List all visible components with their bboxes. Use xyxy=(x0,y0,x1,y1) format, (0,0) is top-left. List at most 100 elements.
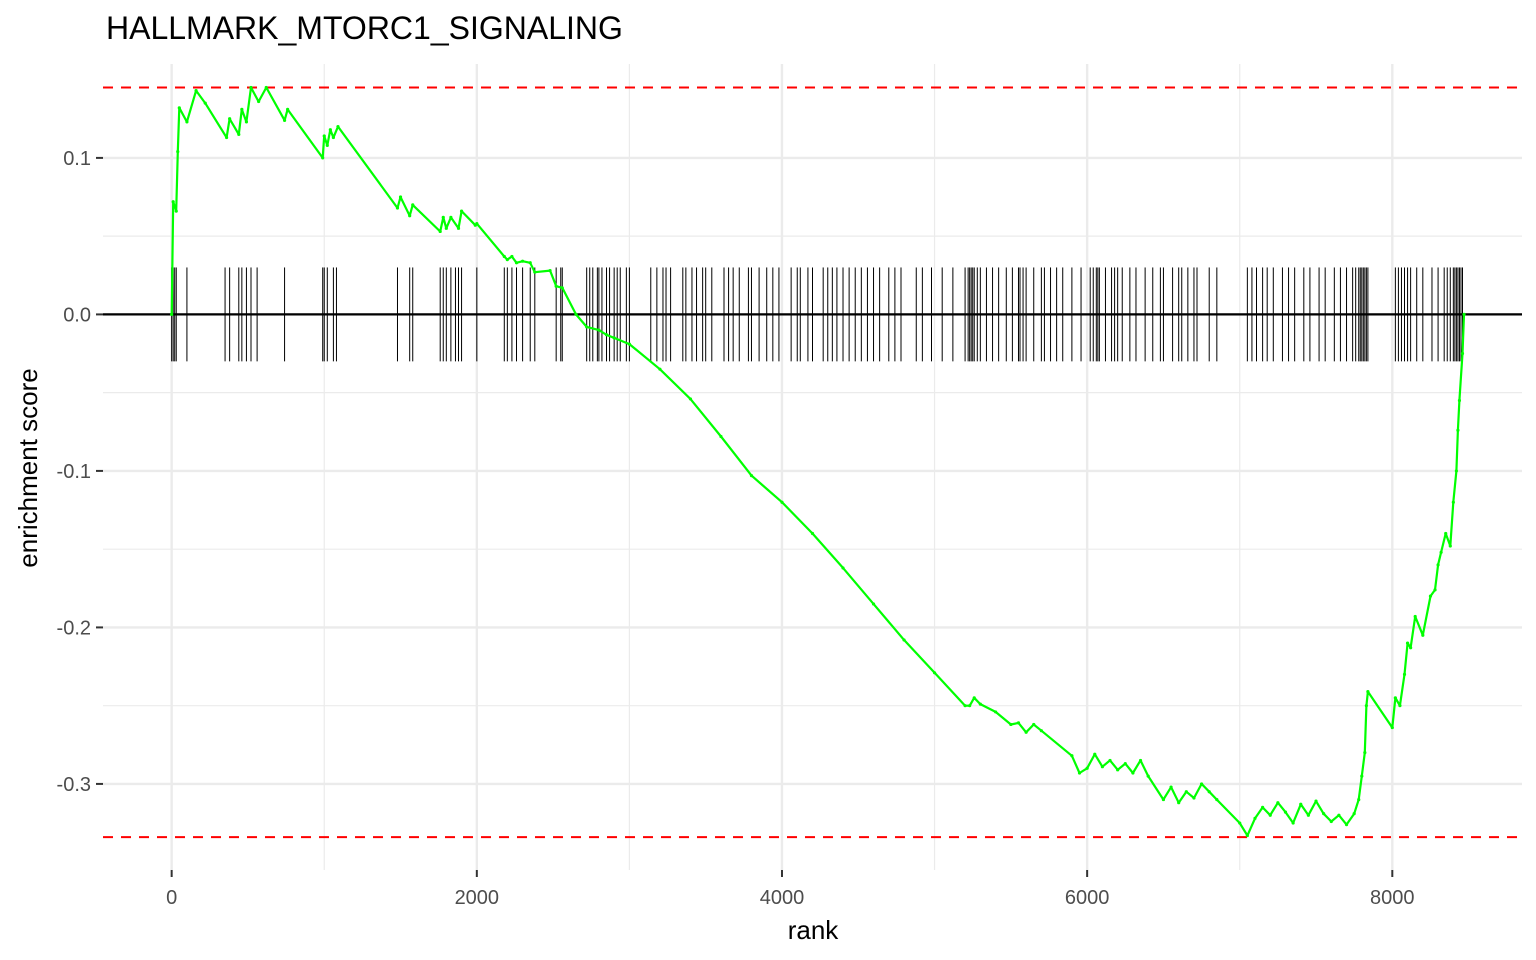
x-tick-label: 4000 xyxy=(760,887,805,909)
chart-title: HALLMARK_MTORC1_SIGNALING xyxy=(106,10,623,46)
curve-point xyxy=(1352,812,1356,816)
curve-point xyxy=(810,531,815,536)
curve-point xyxy=(264,85,268,90)
curve-point xyxy=(1393,696,1397,700)
curve-point xyxy=(1363,751,1367,755)
y-tick-label: 0.1 xyxy=(63,148,91,170)
curve-point xyxy=(1093,752,1097,756)
curve-point xyxy=(1161,797,1166,802)
curve-point xyxy=(185,120,189,124)
curve-point xyxy=(1360,774,1364,778)
curve-point xyxy=(444,226,448,230)
curve-point xyxy=(574,312,578,317)
curve-point xyxy=(505,258,509,262)
curve-point xyxy=(510,254,514,259)
grid xyxy=(103,64,1522,870)
curve-point xyxy=(972,696,976,700)
curve-point xyxy=(395,206,400,210)
curve-point xyxy=(993,710,998,714)
curve-point xyxy=(1100,765,1105,769)
curve-point xyxy=(1402,672,1407,676)
curve-point xyxy=(1322,812,1326,816)
curve-point xyxy=(1253,816,1257,820)
curve-point xyxy=(203,101,207,105)
curve-point xyxy=(1413,614,1417,619)
curve-point xyxy=(1199,782,1204,786)
curve-point xyxy=(1192,796,1196,800)
curve-point xyxy=(1238,821,1242,825)
curve-point xyxy=(1428,594,1433,598)
curve-point xyxy=(177,106,181,110)
y-tick-label: -0.1 xyxy=(57,461,91,483)
curve-point xyxy=(1268,813,1272,817)
curve-point xyxy=(1433,588,1437,592)
curve-point xyxy=(871,602,876,606)
curve-point xyxy=(456,226,461,230)
curve-point xyxy=(1306,813,1310,817)
curve-point xyxy=(331,135,335,140)
curve-point xyxy=(438,229,442,234)
curve-point xyxy=(902,638,906,642)
curve-point xyxy=(328,128,332,132)
x-tick-label: 8000 xyxy=(1370,887,1415,909)
curve-point xyxy=(1016,721,1021,725)
curve-point xyxy=(1448,544,1452,548)
curve-point xyxy=(658,367,662,371)
curve-point xyxy=(1439,550,1443,554)
curve-point xyxy=(528,261,532,265)
curve-point xyxy=(1177,801,1181,805)
curve-point xyxy=(932,671,937,675)
curve-point xyxy=(459,209,464,213)
curve-point xyxy=(978,702,982,706)
curve-point xyxy=(1409,646,1413,650)
y-tick-label: 0.0 xyxy=(63,304,91,326)
curve-point xyxy=(1261,805,1265,809)
x-tick-label: 6000 xyxy=(1065,887,1110,909)
enrichment-curve-layer xyxy=(170,85,1466,838)
curve-point xyxy=(554,284,558,288)
curve-point xyxy=(286,107,290,111)
curve-point xyxy=(1070,754,1074,758)
curve-point xyxy=(249,85,253,90)
curve-point xyxy=(224,135,229,140)
curve-point xyxy=(548,268,552,273)
curve-point xyxy=(560,286,564,290)
curve-point xyxy=(441,215,445,219)
curve-point xyxy=(841,566,845,570)
curve-point xyxy=(228,117,232,121)
curve-point xyxy=(1215,797,1219,802)
curve-point xyxy=(1283,810,1288,814)
curve-point xyxy=(1364,704,1368,708)
curve-point xyxy=(1454,469,1458,473)
curve-point xyxy=(1456,428,1460,432)
gene-hit-ticks xyxy=(171,267,1463,362)
curve-point xyxy=(520,259,525,263)
curve-point xyxy=(1329,819,1333,824)
curve-point xyxy=(282,118,287,122)
curve-point xyxy=(963,704,967,708)
curve-point xyxy=(1108,758,1112,763)
curve-point xyxy=(408,214,412,218)
curve-point xyxy=(170,312,174,317)
curve-point xyxy=(585,325,589,329)
curve-point xyxy=(612,336,616,340)
curve-point xyxy=(1032,722,1036,727)
curve-point xyxy=(1169,785,1173,789)
y-axis-title: enrichment score xyxy=(13,368,43,567)
curve-point xyxy=(244,120,249,124)
curve-point xyxy=(411,203,415,207)
curve-point xyxy=(322,134,326,138)
curve-point xyxy=(257,99,261,104)
curve-point xyxy=(1039,729,1043,733)
curve-point xyxy=(1085,766,1089,770)
curve-point xyxy=(1405,641,1410,645)
curve-point xyxy=(1314,799,1318,803)
curve-point xyxy=(1299,802,1303,806)
curve-point xyxy=(240,107,244,111)
reference-lines xyxy=(103,86,1522,839)
curve-point xyxy=(1457,398,1462,403)
curve-point xyxy=(1366,689,1370,694)
curve-point xyxy=(237,132,241,137)
curve-point xyxy=(533,270,537,274)
curve-point xyxy=(336,125,340,129)
